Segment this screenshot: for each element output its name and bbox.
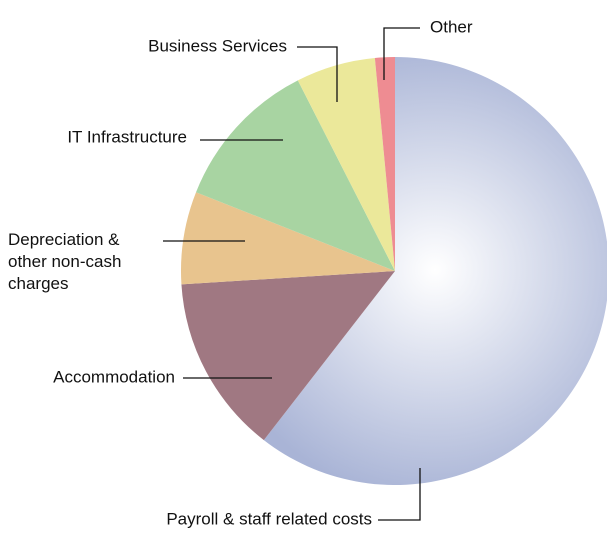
pie-slice [181, 192, 395, 285]
slice-label: Business Services [148, 36, 287, 55]
pie-slice [374, 57, 395, 271]
slice-label: Payroll & staff related costs [166, 509, 372, 528]
pie-slice [263, 57, 607, 485]
pie-slice [297, 57, 395, 272]
leader-line [297, 46, 338, 102]
slice-label: Depreciation & other non-cash charges [8, 230, 122, 293]
label-box: Depreciation & other non-cash charges [8, 230, 122, 293]
leader-line [378, 468, 421, 521]
leader-line [383, 27, 420, 80]
slice-label: Accommodation [53, 367, 175, 386]
slice-label: Other [430, 17, 473, 36]
slice-label: IT Infrastructure [67, 127, 187, 146]
pie-slice [196, 80, 395, 271]
pie-slice [181, 271, 395, 441]
